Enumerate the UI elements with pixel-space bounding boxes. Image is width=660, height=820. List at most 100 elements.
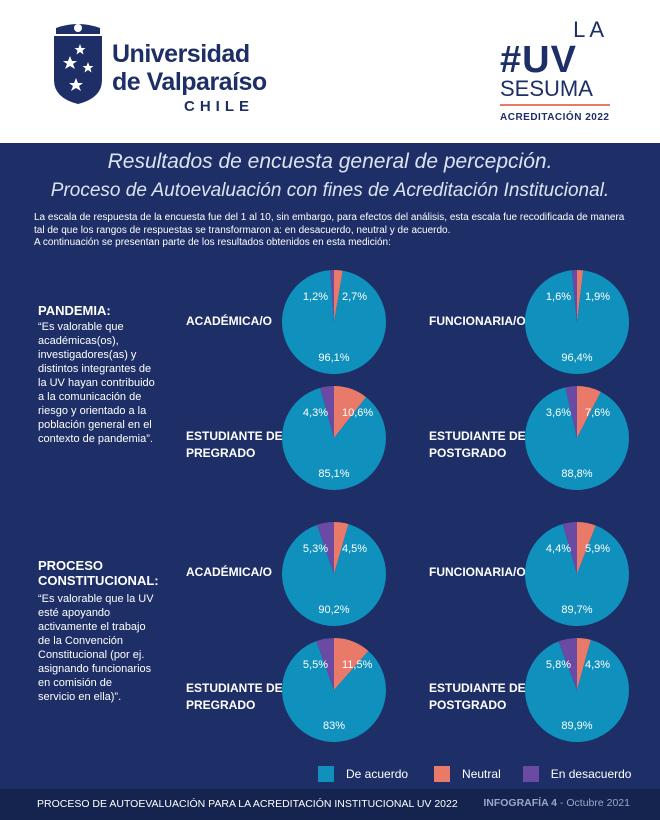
quote-line: esté apoyando: [38, 607, 111, 619]
pie-label: ACADÉMICA/O: [186, 565, 272, 579]
legend-label: De acuerdo: [346, 767, 409, 781]
pie-value-label: 90,2%: [318, 604, 349, 616]
page-title: Resultados de encuesta general de percep…: [107, 150, 553, 173]
pie-label: ESTUDIANTE DE POSTGRADO: [429, 429, 526, 460]
quote-line: académicas(os),: [38, 335, 119, 347]
pie-chart: 4,4% 5,9% 89,7%: [524, 522, 629, 626]
quote-line: asignando funcionarios: [38, 663, 152, 675]
intro-line: A continuación se presentan parte de los…: [34, 237, 391, 248]
quote-line: de la Convención: [38, 635, 124, 647]
pie-slice-desacuerdo: [317, 522, 334, 574]
quote-line: servicio en ella)”.: [38, 691, 122, 703]
pie-value-label: 4,3%: [303, 407, 328, 419]
pie-slice-desacuerdo: [562, 522, 577, 574]
pie-slice-desacuerdo: [565, 386, 577, 438]
pie-value-label: 88,8%: [561, 468, 592, 480]
pie-value-label: 4,4%: [546, 543, 571, 555]
pie-value-label: 89,7%: [561, 604, 592, 616]
pie-value-label: 3,6%: [546, 407, 571, 419]
pie-label: FUNCIONARIA/O: [429, 314, 526, 328]
footer-date: - Octubre 2021: [557, 797, 630, 809]
legend-swatch-acuerdo: [318, 766, 334, 782]
pie-slice-neutral: [577, 522, 596, 574]
intro-line: La escala de respuesta de la encuesta fu…: [34, 212, 625, 223]
pie-label: ACADÉMICA/O: [186, 314, 272, 328]
pie-value-label: 10,6%: [342, 407, 373, 419]
section-title-line: PROCESO: [38, 558, 104, 573]
section-quote-constitucional: “Es valorable que la UV esté apoyando ac…: [38, 592, 158, 704]
pie-label: ESTUDIANTE DE PREGRADO: [186, 429, 283, 460]
pie-value-label: 11,5%: [342, 659, 373, 671]
pie-slice-neutral: [334, 638, 369, 690]
pie-value-label: 5,9%: [585, 543, 610, 555]
pie-slice-desacuerdo: [320, 386, 334, 438]
footer-bar: PROCESO DE AUTOEVALUACIÓN PARA LA ACREDI…: [0, 789, 660, 820]
pie-slice-neutral: [334, 270, 343, 322]
pie-value-label: 4,3%: [585, 659, 610, 671]
pie-value-label: 5,3%: [303, 543, 328, 555]
section-quote-pandemia: “Es valorable que académicas(os), invest…: [38, 320, 158, 446]
pie-slice-acuerdo: [524, 270, 629, 374]
pie-label: FUNCIONARIA/O: [429, 565, 526, 579]
university-country: CHILE: [184, 98, 254, 115]
pie-chart: 1,2% 2,7% 96,1%: [281, 270, 386, 375]
quote-line: activamente el trabajo: [38, 621, 146, 633]
pie-value-label: 1,9%: [585, 291, 610, 303]
pie-value-label: 85,1%: [318, 468, 349, 480]
pie-slice-desacuerdo: [571, 270, 577, 322]
quote-line: en comisión de: [38, 677, 112, 689]
pie-chart: 5,3% 4,5% 90,2%: [281, 522, 386, 627]
footer-left-text: PROCESO DE AUTOEVALUACIÓN PARA LA ACREDI…: [37, 798, 458, 810]
university-name-line1: Universidad: [112, 40, 250, 68]
legend-item-desacuerdo: En desacuerdo: [522, 766, 632, 782]
pie-chart: 5,5% 11,5% 83%: [282, 638, 387, 742]
campaign-acreditacion: ACREDITACIÓN 2022: [500, 112, 610, 123]
pie-value-label: 96,1%: [318, 352, 349, 364]
pie-value-label: 2,7%: [342, 291, 367, 303]
quote-line: riesgo y orientado a la: [38, 405, 147, 417]
campaign-logo: LA #UV SESUMA ACREDITACIÓN 2022: [500, 17, 610, 124]
intro-text: La escala de respuesta de la encuesta fu…: [34, 212, 634, 250]
campaign-sesuma: SESUMA: [500, 76, 593, 101]
section-title-line: CONSTITUCIONAL:: [38, 573, 159, 588]
pie-value-label: 1,2%: [303, 291, 328, 303]
legend-item-acuerdo: De acuerdo: [318, 766, 408, 782]
section-title-constitucional: PROCESO CONSTITUCIONAL:: [38, 558, 159, 588]
footer-right-text: INFOGRAFÍA 4 - Octubre 2021: [483, 797, 630, 809]
pie-chart: 5,8% 4,3% 89,9%: [525, 638, 629, 743]
legend-swatch-neutral: [434, 766, 451, 782]
quote-line: “Es valorable que la UV: [38, 593, 154, 605]
quote-line: distintos integrantes de: [38, 363, 152, 375]
pie-value-label: 1,6%: [546, 291, 571, 303]
pie-slice-neutral: [577, 386, 601, 438]
section-title-pandemia: PANDEMIA:: [38, 303, 111, 318]
pie-value-label: 5,5%: [303, 659, 328, 671]
campaign-uv: #UV: [500, 39, 577, 81]
pie-slice-neutral: [334, 386, 367, 438]
pie-slice-desacuerdo: [316, 638, 334, 690]
legend-label: En desacuerdo: [550, 767, 632, 781]
pie-value-label: 83%: [323, 720, 345, 732]
campaign-la: LA: [573, 17, 608, 42]
pie-slice-neutral: [577, 270, 584, 322]
uv-shield-logo-icon: [54, 24, 102, 104]
pie-slice-desacuerdo: [558, 638, 577, 690]
pie-slice-acuerdo: [524, 523, 629, 626]
quote-line: “Es valorable que: [38, 321, 124, 333]
header-banner: Universidad de Valparaíso CHILE LA #UV S…: [0, 0, 660, 143]
pie-slice-neutral: [334, 522, 349, 574]
legend-label: Neutral: [462, 767, 501, 781]
intro-line: tal de que los rangos de respuestas se t…: [34, 224, 451, 236]
campaign-underline: [500, 104, 610, 106]
pie-value-label: 89,9%: [561, 720, 592, 732]
pie-chart: 1,6% 1,9% 96,4%: [524, 270, 629, 374]
pie-slice-neutral: [577, 638, 591, 690]
pie-chart: 4,3% 10,6% 85,1%: [282, 386, 387, 491]
pie-value-label: 4,5%: [342, 543, 367, 555]
quote-line: Constitucional (por ej.: [38, 649, 145, 661]
quote-line: población general en el: [38, 419, 152, 431]
pie-label: ESTUDIANTE DE PREGRADO: [186, 681, 283, 712]
page-subtitle: Proceso de Autoevaluación con fines de A…: [50, 180, 610, 201]
chart-legend: De acuerdo Neutral En desacuerdo: [318, 766, 645, 782]
